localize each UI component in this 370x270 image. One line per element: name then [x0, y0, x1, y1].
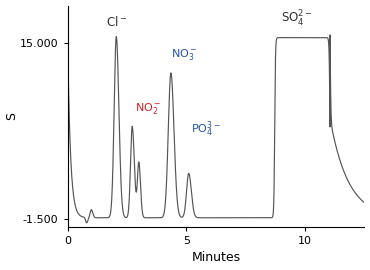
Text: PO$_4^{3-}$: PO$_4^{3-}$ — [191, 120, 221, 139]
Text: NO$_2^-$: NO$_2^-$ — [135, 101, 162, 116]
Text: SO$_4^{2-}$: SO$_4^{2-}$ — [281, 9, 313, 29]
Text: NO$_3^-$: NO$_3^-$ — [171, 47, 197, 62]
Text: Cl$^-$: Cl$^-$ — [106, 15, 127, 29]
Y-axis label: S: S — [6, 112, 18, 120]
X-axis label: Minutes: Minutes — [191, 251, 240, 264]
